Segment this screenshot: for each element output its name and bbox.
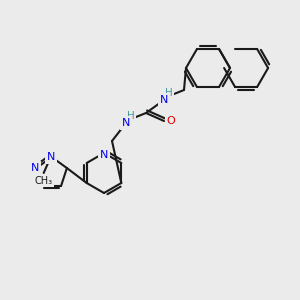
Text: N: N [122, 118, 130, 128]
Text: N: N [46, 152, 55, 162]
Text: H: H [127, 111, 135, 121]
Text: O: O [167, 116, 176, 126]
Text: N: N [160, 95, 168, 105]
Text: N: N [31, 163, 40, 173]
Text: CH₃: CH₃ [34, 176, 53, 186]
Text: N: N [100, 150, 108, 160]
Text: H: H [165, 88, 173, 98]
